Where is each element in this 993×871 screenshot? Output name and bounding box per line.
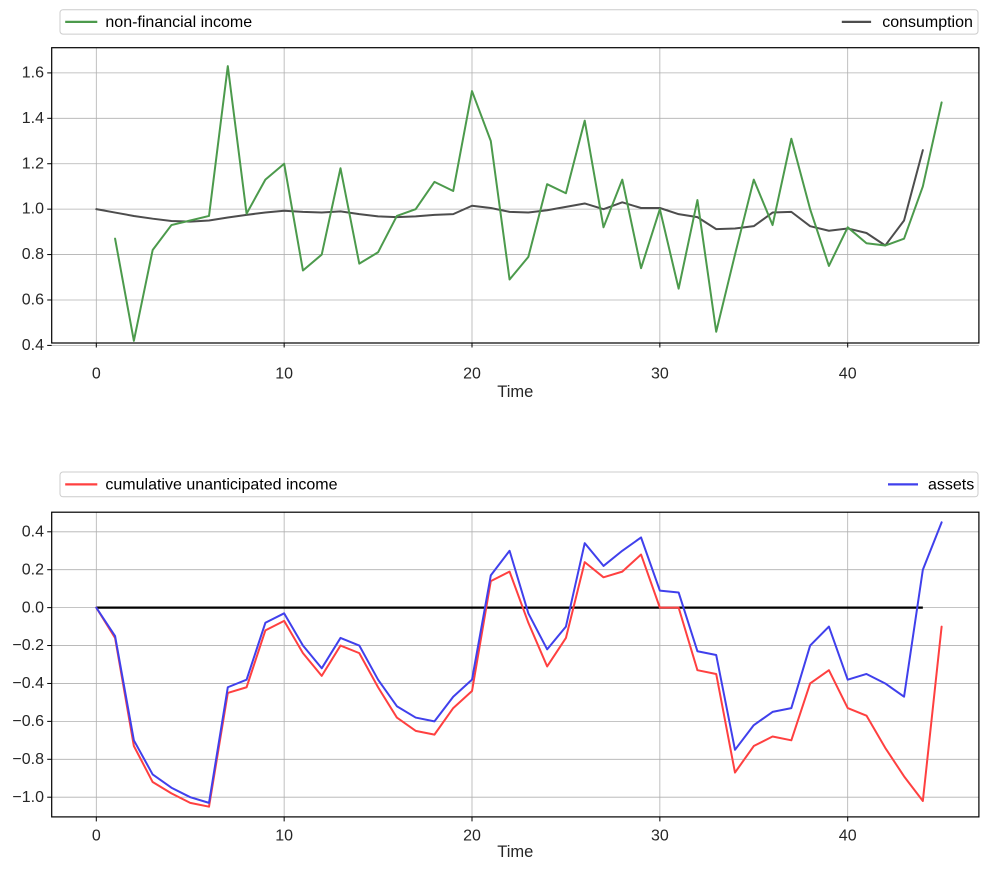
svg-text:−0.2: −0.2 bbox=[12, 637, 44, 654]
svg-text:0.4: 0.4 bbox=[22, 524, 44, 541]
svg-text:10: 10 bbox=[275, 366, 293, 383]
svg-text:20: 20 bbox=[463, 828, 481, 845]
svg-text:−1.0: −1.0 bbox=[12, 789, 44, 806]
svg-text:−0.8: −0.8 bbox=[12, 751, 44, 768]
svg-text:0: 0 bbox=[92, 828, 101, 845]
svg-text:20: 20 bbox=[463, 366, 481, 383]
svg-text:Time: Time bbox=[497, 843, 533, 861]
svg-text:cumulative unanticipated incom: cumulative unanticipated income bbox=[105, 476, 337, 493]
svg-text:0.6: 0.6 bbox=[22, 292, 44, 309]
svg-text:assets: assets bbox=[928, 476, 974, 493]
svg-text:0.2: 0.2 bbox=[22, 561, 44, 578]
svg-text:−0.6: −0.6 bbox=[12, 713, 44, 730]
svg-text:30: 30 bbox=[651, 828, 669, 845]
svg-text:40: 40 bbox=[839, 828, 857, 845]
svg-text:0.0: 0.0 bbox=[22, 599, 44, 616]
svg-text:30: 30 bbox=[651, 366, 669, 383]
svg-text:40: 40 bbox=[839, 366, 857, 383]
svg-text:0.8: 0.8 bbox=[22, 246, 44, 263]
svg-text:10: 10 bbox=[275, 828, 293, 845]
svg-text:0.4: 0.4 bbox=[22, 337, 44, 354]
svg-text:consumption: consumption bbox=[882, 14, 973, 31]
svg-text:0: 0 bbox=[92, 366, 101, 383]
svg-text:non-financial income: non-financial income bbox=[105, 14, 252, 31]
svg-text:1.4: 1.4 bbox=[22, 110, 44, 127]
svg-text:Time: Time bbox=[497, 383, 533, 401]
svg-text:−0.4: −0.4 bbox=[12, 675, 44, 692]
svg-text:1.0: 1.0 bbox=[22, 201, 44, 218]
svg-text:1.2: 1.2 bbox=[22, 155, 44, 172]
svg-text:1.6: 1.6 bbox=[22, 65, 44, 82]
